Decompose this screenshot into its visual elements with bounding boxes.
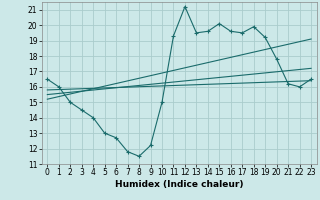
X-axis label: Humidex (Indice chaleur): Humidex (Indice chaleur) [115, 180, 244, 189]
